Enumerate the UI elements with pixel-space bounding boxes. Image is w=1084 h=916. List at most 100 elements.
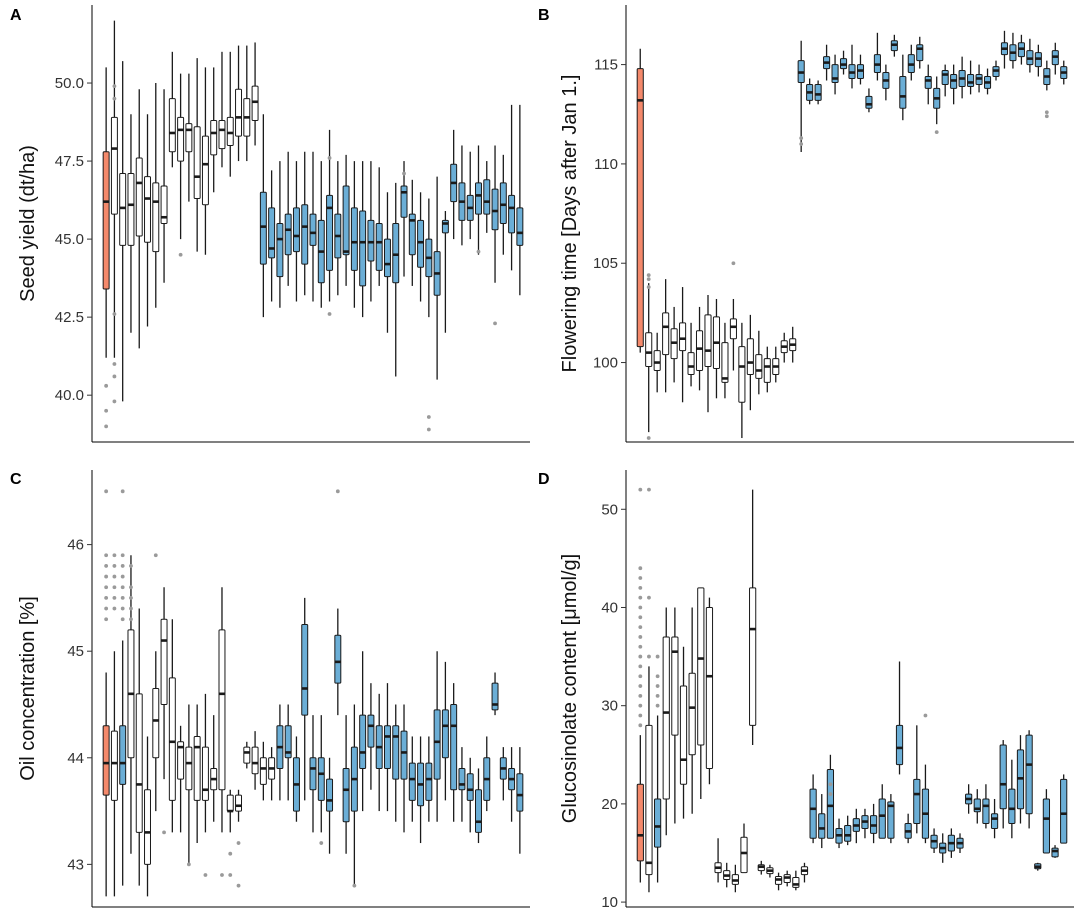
iqr-box [309, 213, 317, 246]
box-spring [110, 553, 118, 897]
iqr-box [999, 744, 1007, 810]
iqr-box [653, 350, 661, 371]
box-winter [814, 80, 822, 105]
box-winter [433, 651, 441, 822]
iqr-box [636, 68, 644, 348]
outlier-point [112, 564, 117, 568]
box-spring [160, 89, 168, 283]
box-winter [844, 815, 852, 846]
y-tick-label: 40 [601, 599, 618, 616]
box-spring [218, 51, 226, 168]
iqr-box [1042, 798, 1051, 854]
box-winter [309, 151, 317, 302]
box-check [636, 487, 644, 883]
iqr-box [168, 677, 176, 801]
outlier-point [104, 606, 109, 611]
box-winter [516, 747, 524, 854]
iqr-box [284, 213, 292, 256]
panel-a: A Seed yield (dt/ha) 40.0 42.5 45.0 47.5 50.0 [10, 5, 530, 443]
iqr-box [688, 672, 696, 756]
iqr-box [292, 207, 300, 253]
y-tick-label: 42.5 [55, 309, 84, 326]
outlier-point [655, 693, 660, 698]
iqr-box [201, 746, 209, 801]
iqr-box [350, 207, 358, 271]
box-spring [792, 870, 800, 891]
outlier-point [120, 606, 125, 611]
box-winter [941, 64, 949, 97]
outlier-point [120, 489, 125, 494]
iqr-box [895, 724, 904, 766]
iqr-box [334, 634, 342, 684]
box-winter [797, 40, 805, 152]
box-winter [475, 145, 482, 255]
box-winter [983, 68, 992, 95]
box-winter [992, 60, 1000, 81]
iqr-box [967, 74, 975, 87]
iqr-box [475, 182, 482, 215]
box-spring [755, 330, 763, 395]
box-spring [653, 332, 661, 393]
iqr-box [990, 813, 999, 829]
iqr-box [483, 179, 491, 215]
iqr-box [792, 877, 800, 888]
iqr-box [243, 746, 251, 764]
y-tick-label: 50 [601, 501, 618, 518]
iqr-box [102, 725, 110, 796]
iqr-box [119, 173, 127, 246]
box-spring [740, 823, 748, 874]
box-spring [135, 89, 143, 349]
box-winter [852, 808, 860, 844]
box-winter [1008, 759, 1016, 839]
outlier-point [647, 654, 651, 659]
iqr-box [342, 767, 350, 823]
box-winter [823, 44, 831, 81]
box-spring [780, 332, 788, 363]
box-winter [516, 104, 524, 296]
box-winter [835, 818, 843, 849]
y-tick-label: 20 [601, 796, 618, 813]
iqr-box [251, 85, 259, 121]
box-winter [342, 715, 350, 854]
iqr-box [119, 725, 127, 785]
box-winter [1009, 32, 1017, 69]
iqr-box [185, 123, 193, 153]
outlier-point [638, 566, 643, 571]
iqr-box [941, 70, 949, 85]
iqr-box [177, 741, 185, 780]
outlier-point [203, 873, 208, 877]
box-winter [1000, 30, 1009, 69]
box-winter [359, 651, 367, 812]
box-spring [144, 736, 151, 897]
box-spring [127, 555, 135, 854]
outlier-point [120, 617, 125, 622]
iqr-box [516, 207, 524, 246]
iqr-box [218, 629, 226, 791]
box-winter [1034, 44, 1042, 77]
outlier-point [104, 489, 109, 494]
box-winter [856, 54, 865, 85]
box-winter [950, 64, 958, 105]
box-spring [714, 838, 722, 883]
box-winter [958, 56, 966, 99]
iqr-box [475, 789, 482, 833]
box-winter [839, 50, 848, 75]
box-winter [967, 60, 975, 95]
iqr-box [441, 709, 449, 759]
iqr-box [763, 358, 771, 383]
box-spring [251, 731, 259, 790]
outlier-point [655, 674, 660, 679]
box-winter [831, 54, 839, 95]
box-winter [458, 747, 466, 822]
box-winter [458, 145, 466, 246]
outlier-point [638, 684, 643, 688]
box-spring [235, 45, 243, 162]
outlier-point [647, 595, 651, 600]
box-spring [712, 298, 721, 399]
outlier-point [112, 362, 117, 366]
box-winter [973, 789, 981, 824]
y-tick-label: 10 [601, 894, 618, 911]
box-winter [895, 661, 904, 775]
iqr-box [916, 44, 924, 62]
box-winter [956, 833, 964, 853]
